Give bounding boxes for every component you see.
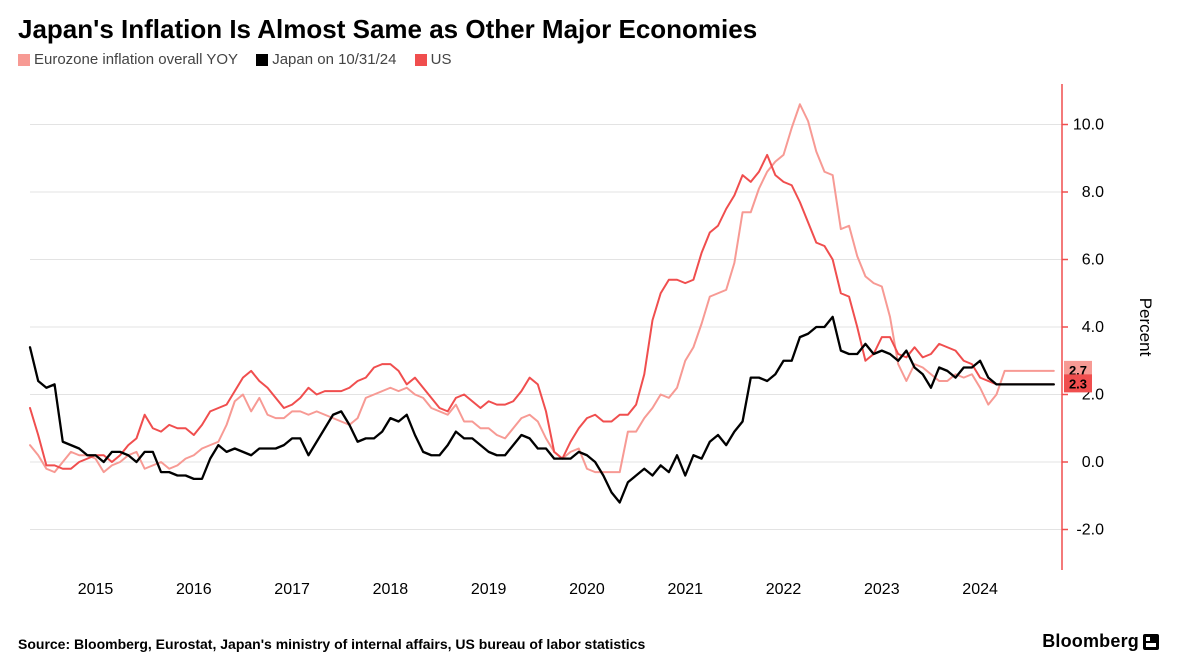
svg-text:2019: 2019 [471, 581, 507, 598]
legend-item: US [415, 51, 452, 68]
legend: Eurozone inflation overall YOY Japan on … [18, 51, 1159, 70]
svg-text:6.0: 6.0 [1082, 251, 1104, 268]
svg-text:2024: 2024 [962, 581, 998, 598]
legend-swatch [415, 54, 427, 66]
legend-label: US [431, 51, 452, 68]
svg-text:2023: 2023 [864, 581, 900, 598]
svg-text:2.3: 2.3 [1069, 376, 1087, 391]
legend-item: Eurozone inflation overall YOY [18, 51, 238, 68]
svg-text:8.0: 8.0 [1082, 184, 1104, 201]
svg-text:2018: 2018 [373, 581, 409, 598]
svg-text:10.0: 10.0 [1073, 116, 1104, 133]
chart-title: Japan's Inflation Is Almost Same as Othe… [18, 14, 1159, 45]
footer: Source: Bloomberg, Eurostat, Japan's min… [18, 631, 1159, 652]
svg-text:4.0: 4.0 [1082, 319, 1104, 336]
svg-text:-2.0: -2.0 [1076, 521, 1104, 538]
bloomberg-logo-mark [1143, 634, 1159, 650]
chart-svg: -2.00.02.04.06.08.010.0Percent2015201620… [18, 76, 1158, 616]
legend-swatch [256, 54, 268, 66]
legend-label: Japan on 10/31/24 [272, 51, 396, 68]
line-chart: -2.00.02.04.06.08.010.0Percent2015201620… [18, 76, 1159, 621]
legend-item: Japan on 10/31/24 [256, 51, 396, 68]
source-text: Source: Bloomberg, Eurostat, Japan's min… [18, 636, 645, 652]
svg-text:2022: 2022 [766, 581, 802, 598]
svg-text:2016: 2016 [176, 581, 212, 598]
legend-swatch [18, 54, 30, 66]
svg-text:2021: 2021 [667, 581, 703, 598]
legend-label: Eurozone inflation overall YOY [34, 51, 238, 68]
bloomberg-logo: Bloomberg [1042, 631, 1159, 652]
svg-text:0.0: 0.0 [1082, 454, 1104, 471]
svg-text:Percent: Percent [1136, 297, 1155, 356]
svg-text:2020: 2020 [569, 581, 605, 598]
svg-text:2017: 2017 [274, 581, 310, 598]
svg-text:2015: 2015 [78, 581, 114, 598]
